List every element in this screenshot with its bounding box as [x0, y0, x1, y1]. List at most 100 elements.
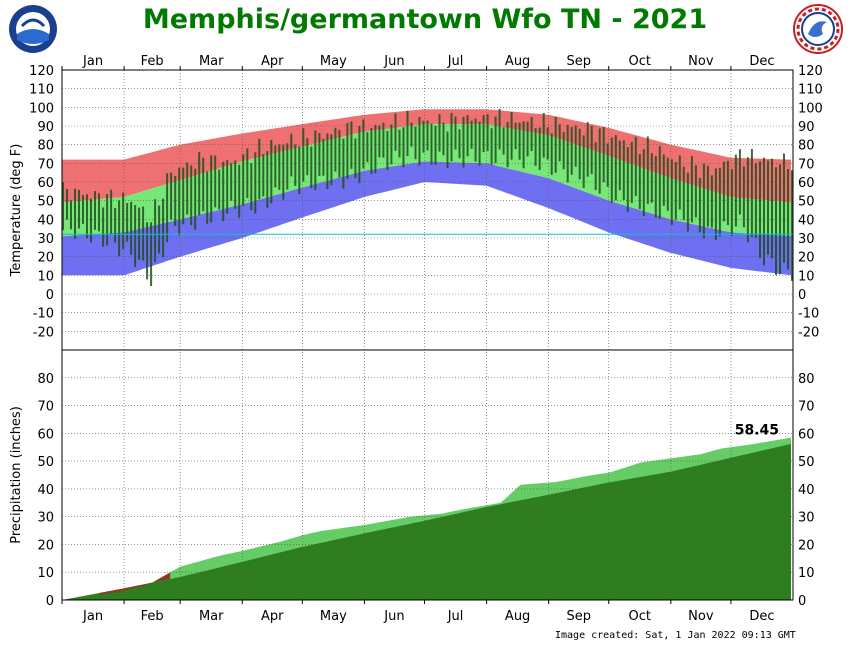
temp-observed-bar [490, 128, 493, 165]
temp-observed-bar [358, 126, 361, 184]
temp-observed-bar [458, 129, 461, 159]
temp-observed-bar [662, 154, 665, 206]
temp-observed-bar [742, 166, 745, 228]
temp-observed-bar [78, 190, 80, 229]
precip-ytick-label-right: 40 [798, 483, 815, 498]
temp-observed-bar [126, 203, 129, 242]
temp-ytick-label-right: -20 [798, 325, 819, 340]
temp-ytick-label-left: 40 [37, 213, 54, 228]
temp-observed-bar [338, 129, 341, 178]
precip-ytick-label-right: 0 [798, 594, 806, 609]
temp-observed-bar [254, 152, 257, 214]
temp-observed-bar [306, 138, 309, 176]
temp-observed-bar [730, 169, 733, 236]
temp-observed-bar [610, 137, 613, 203]
temp-observed-bar [722, 161, 725, 222]
month-label-top: Apr [261, 54, 284, 69]
temp-observed-bar [670, 159, 673, 225]
temp-ytick-label-left: -10 [33, 307, 54, 322]
temp-observed-bar [538, 127, 541, 170]
temp-observed-bar [266, 151, 269, 208]
temp-observed-bar [206, 171, 209, 224]
temp-ytick-label-right: 80 [798, 139, 815, 154]
temp-observed-bar [150, 222, 153, 286]
temp-observed-bar [362, 119, 365, 169]
precip-ytick-label-left: 0 [46, 594, 54, 609]
temp-observed-bar [226, 160, 229, 214]
precip-ytick-label-right: 50 [798, 455, 815, 470]
temp-observed-bar [274, 145, 277, 188]
temp-observed-bar [522, 121, 525, 169]
temp-observed-bar [438, 114, 441, 152]
image-created-footer: Image created: Sat, 1 Jan 2022 09:13 GMT [555, 630, 796, 641]
temp-observed-bar [310, 146, 313, 188]
temp-observed-bar [134, 205, 137, 267]
temp-observed-bar [558, 124, 561, 162]
temp-observed-bar [94, 191, 96, 230]
temp-observed-bar [62, 182, 64, 231]
temp-observed-bar [334, 127, 337, 172]
temp-ytick-label-left: 110 [29, 83, 54, 98]
temp-observed-bar [498, 109, 501, 150]
temp-observed-bar [86, 194, 88, 239]
temp-observed-bar [430, 123, 433, 165]
temp-observed-bar [678, 155, 681, 210]
temp-ytick-label-right: 90 [798, 120, 815, 135]
temp-observed-bar [250, 163, 253, 210]
precip-ytick-label-right: 70 [798, 400, 815, 415]
temp-observed-bar [446, 131, 449, 168]
temp-observed-bar [118, 200, 121, 257]
temp-observed-bar [759, 161, 761, 259]
temp-observed-bar [230, 163, 233, 201]
temp-observed-bar [602, 126, 605, 183]
temp-observed-bar [574, 125, 577, 167]
temp-observed-bar [474, 118, 477, 162]
temp-observed-bar [454, 116, 457, 150]
temp-ytick-label-left: 120 [29, 64, 54, 79]
temp-observed-bar [74, 188, 76, 240]
precip-below-normal-area [100, 572, 171, 595]
temp-ytick-label-right: 30 [798, 232, 815, 247]
precip-ytick-label-left: 30 [37, 511, 54, 526]
month-label-top: Jan [82, 54, 103, 69]
temp-observed-bar [262, 154, 265, 197]
temp-observed-bar [330, 134, 333, 186]
temp-observed-bar [162, 198, 165, 258]
precip-ytick-label-right: 80 [798, 372, 815, 387]
temp-ytick-label-right: 20 [798, 251, 815, 266]
precip-ytick-label-right: 30 [798, 511, 815, 526]
month-label-top: Jul [447, 54, 464, 69]
temp-observed-bar [530, 117, 533, 152]
temp-observed-bar [578, 128, 581, 180]
chart-title: Memphis/germantown Wfo TN - 2021 [142, 4, 708, 35]
temp-observed-bar [258, 138, 261, 200]
month-label-top: Aug [505, 54, 530, 69]
temp-ytick-label-right: 50 [798, 195, 815, 210]
month-label-top: Dec [749, 54, 774, 69]
temp-ytick-label-left: 80 [37, 139, 54, 154]
temp-ytick-label-right: 120 [798, 64, 823, 79]
month-label-top: Feb [141, 54, 164, 69]
temp-ytick-label-left: -20 [33, 325, 54, 340]
temp-observed-bar [702, 163, 705, 239]
temp-observed-bar [214, 155, 217, 208]
temp-ytick-label-right: -10 [798, 307, 819, 322]
temp-ytick-label-right: 60 [798, 176, 815, 191]
temp-observed-bar [350, 121, 353, 169]
precip-panel-frame [61, 349, 794, 601]
month-label-bottom: Mar [199, 609, 224, 624]
precip-ytick-label-left: 80 [37, 372, 54, 387]
temp-observed-bar [763, 157, 765, 266]
temp-observed-bar [318, 133, 321, 176]
temp-ytick-label-left: 70 [37, 157, 54, 172]
nws-logo-graphic [793, 4, 843, 54]
temp-observed-bar [442, 122, 445, 156]
temp-observed-bar [434, 125, 437, 165]
temp-observed-bar [546, 127, 549, 160]
temp-observed-bar [506, 122, 509, 168]
month-label-top: Oct [629, 54, 651, 69]
temp-observed-bar [590, 126, 593, 174]
temp-observed-bar [102, 207, 105, 247]
temp-observed-bar [190, 165, 193, 226]
